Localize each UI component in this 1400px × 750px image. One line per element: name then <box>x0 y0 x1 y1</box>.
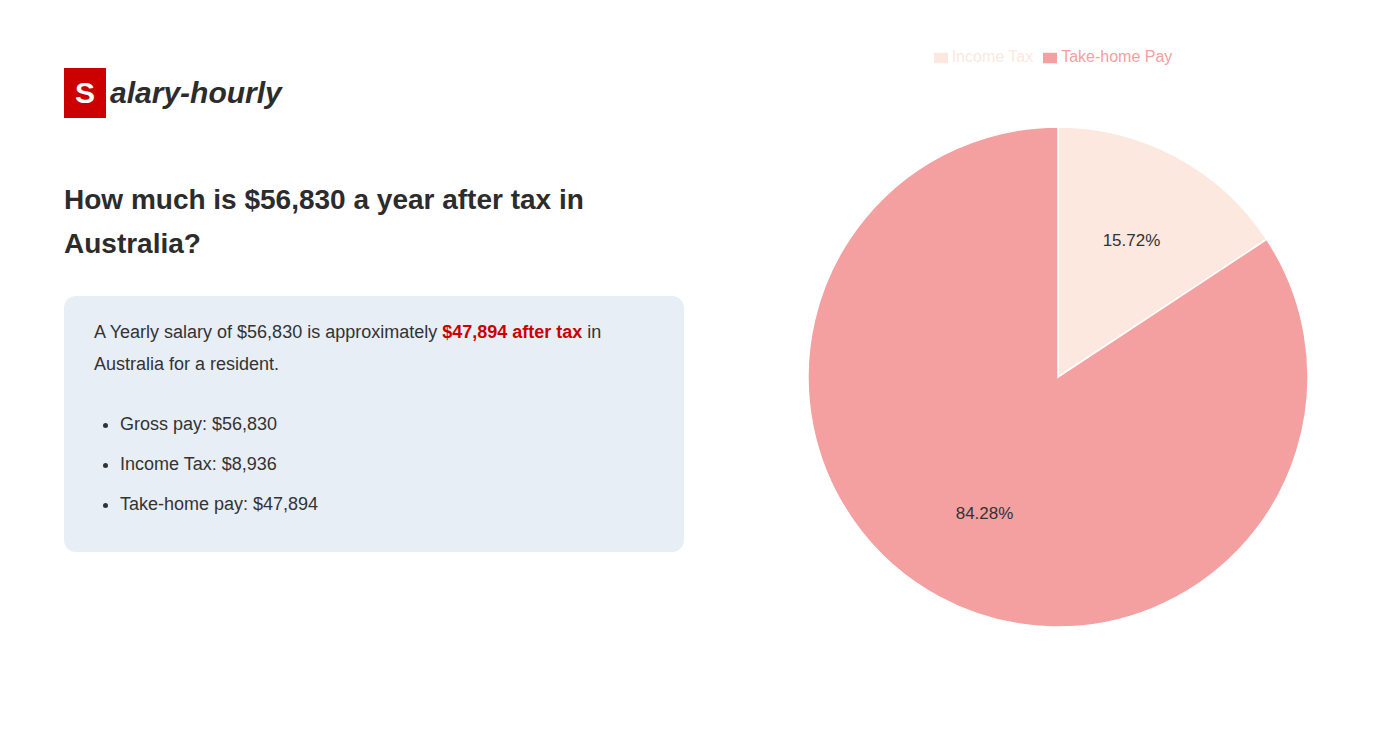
html-text:Gross pay: $56,830: Gross pay: $56,830 <box>120 414 278 434</box>
html-text:alary-hourly: alary-hourly <box>110 76 282 109</box>
html-text:Income Tax: Income Tax <box>951 48 1034 65</box>
html-text:A Yearly salary of $56,830 is: A Yearly salary of $56,830 is approximat… <box>94 322 602 342</box>
html-text:Australia for a resident.: Australia for a resident. <box>94 354 280 374</box>
svg-text:84.28%: 84.28% <box>956 504 1014 523</box>
html-text:S: S <box>75 76 95 109</box>
html-text:Take-home Pay: Take-home Pay <box>1061 48 1173 65</box>
html-text:Income Tax: $8,936: Income Tax: $8,936 <box>120 454 277 474</box>
html-text:Australia?: Australia? <box>64 228 201 259</box>
html-text:Take-home pay: $47,894: Take-home pay: $47,894 <box>120 494 319 514</box>
html-text:How much is $56,830 a year aft: How much is $56,830 a year after tax in <box>64 184 584 215</box>
svg-text:15.72%: 15.72% <box>1103 231 1161 250</box>
